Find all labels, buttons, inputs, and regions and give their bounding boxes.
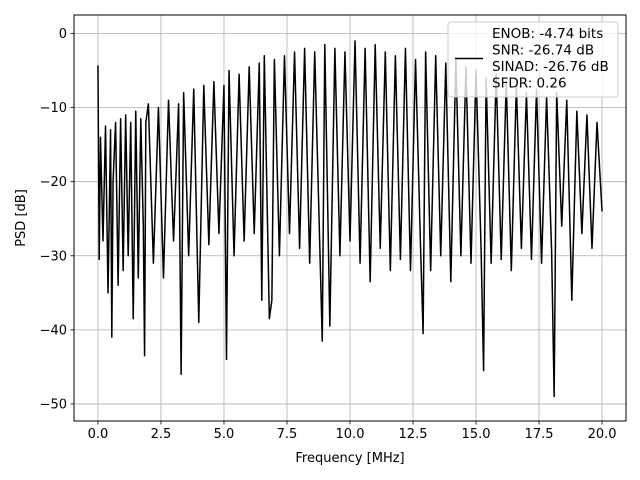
x-tick-label: 0.0 [88,427,109,442]
y-tick-label: −30 [40,249,67,264]
plot-area [97,40,603,398]
x-tick-label: 10.0 [336,427,365,442]
y-axis-label: PSD [dB] [14,189,29,247]
y-tick-label: −20 [40,175,67,190]
legend-entry-snr: SNR: -26.74 dB [492,43,594,59]
x-tick-label: 5.0 [214,427,235,442]
legend-entry-enob: ENOB: -4.74 bits [492,26,603,42]
ticks: 0.0 2.5 5.0 7.5 10.0 12.5 15.0 17.5 20.0 0 −10 −20 −… [40,27,617,442]
x-tick-label: 7.5 [277,427,298,442]
psd-series-line [97,40,603,398]
x-tick-label: 15.0 [462,427,491,442]
x-tick-label: 17.5 [525,427,554,442]
x-tick-label: 12.5 [399,427,428,442]
legend-entry-sinad: SINAD: -26.76 dB [492,59,609,75]
y-tick-label: 0 [59,27,67,42]
y-tick-label: −50 [40,397,67,412]
x-tick-label: 20.0 [588,427,617,442]
legend-entry-sfdr: SFDR: 0.26 [492,76,567,92]
x-axis-label: Frequency [MHz] [295,451,404,466]
x-tick-label: 2.5 [151,427,172,442]
legend: ENOB: -4.74 bits SNR: -26.74 dB SINAD: -… [447,21,619,98]
y-tick-label: −40 [40,323,67,338]
y-tick-label: −10 [40,101,67,116]
legend-box [447,21,619,98]
